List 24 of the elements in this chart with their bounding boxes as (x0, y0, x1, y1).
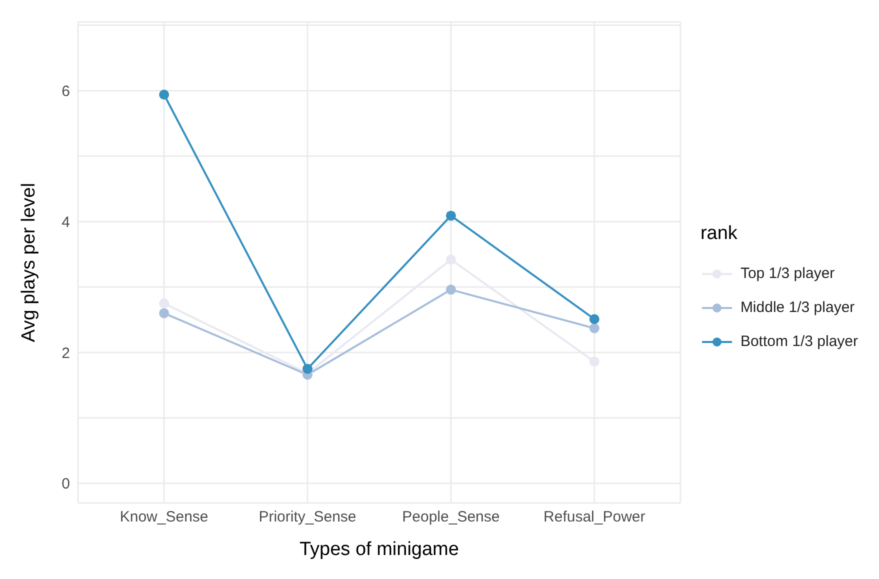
point (159, 308, 170, 318)
point (159, 90, 170, 100)
point (159, 298, 170, 308)
point (589, 314, 600, 324)
legend-label: Bottom 1/3 player (740, 333, 858, 350)
x-tick-label: Priority_Sense (258, 508, 356, 526)
point (589, 356, 600, 367)
legend-label: Middle 1/3 player (740, 299, 855, 316)
legend-label: Top 1/3 player (740, 265, 835, 282)
point (589, 323, 600, 334)
point (302, 364, 312, 374)
legend-title: rank (700, 222, 738, 244)
y-axis-title: Avg plays per level (18, 182, 40, 342)
y-tick-label: 6 (62, 83, 70, 100)
x-tick-label: Know_Sense (120, 508, 208, 526)
x-tick-label: Refusal_Power (544, 508, 646, 526)
y-tick-label: 4 (62, 214, 70, 231)
x-tick-label: People_Sense (402, 508, 500, 526)
point (446, 210, 456, 221)
point (446, 284, 456, 295)
y-tick-label: 2 (62, 344, 70, 362)
y-tick-label: 0 (62, 476, 70, 493)
point (446, 254, 456, 265)
x-axis-title: Types of minigame (299, 539, 459, 560)
